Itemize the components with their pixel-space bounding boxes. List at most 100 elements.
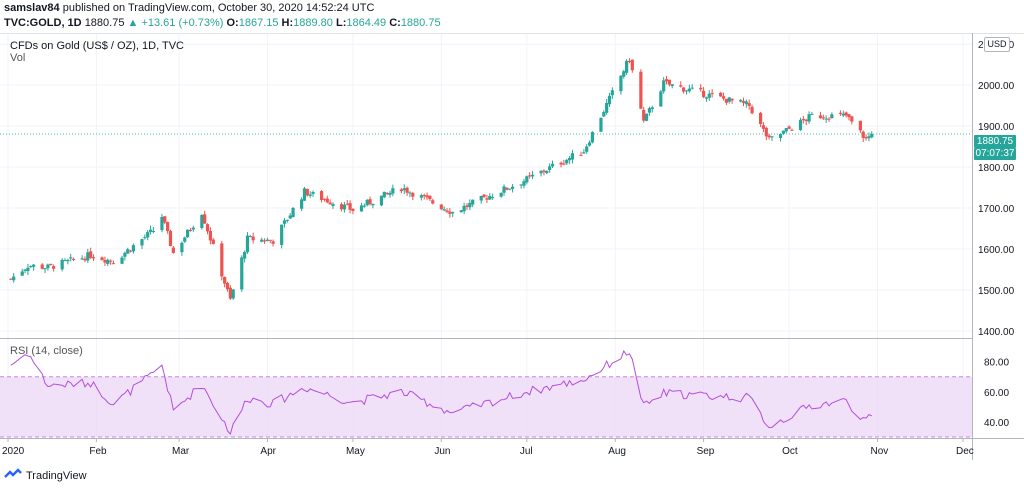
candle-body <box>331 204 335 206</box>
candle <box>243 250 247 263</box>
candle <box>721 92 726 101</box>
currency-button[interactable]: USD <box>984 37 1010 52</box>
candle <box>9 278 13 280</box>
candle-body <box>20 271 24 276</box>
candle <box>690 84 694 90</box>
candle <box>764 126 768 141</box>
candle <box>385 192 389 196</box>
price-tick-label: 2000.00 <box>978 81 1015 92</box>
candle <box>126 247 130 254</box>
tradingview-logo-icon[interactable] <box>4 468 22 483</box>
candle <box>662 77 666 94</box>
price-axis[interactable]: 1400.00 1500.00 1600.00 1700.00 1800.00 1900.… <box>978 40 1015 338</box>
candle-body <box>211 239 215 245</box>
candle-body <box>251 236 255 241</box>
candle-body <box>462 205 466 212</box>
candle <box>40 263 44 270</box>
candle-body <box>428 195 432 200</box>
candle-body <box>508 188 512 190</box>
candle-body <box>841 113 845 116</box>
candle <box>830 112 834 119</box>
candle <box>168 229 173 247</box>
candle <box>607 92 612 107</box>
candle-body <box>382 191 386 198</box>
candle-body <box>151 230 155 232</box>
candle-body <box>821 117 825 119</box>
candle-body <box>847 114 851 118</box>
candle-body <box>445 210 449 212</box>
candle-body <box>71 258 76 260</box>
candle <box>362 203 366 208</box>
candle <box>405 186 409 196</box>
candle-body <box>861 131 865 138</box>
candle-body <box>205 224 210 232</box>
candle-body <box>260 239 264 242</box>
candle <box>308 191 312 198</box>
candle <box>619 75 623 95</box>
candle-body <box>585 146 589 152</box>
candle <box>331 202 335 209</box>
time-axis[interactable]: 2020 Feb Mar Apr May Jun Jul Aug Sep Oct Nov Dec <box>2 438 974 457</box>
candle <box>411 191 415 201</box>
candle <box>499 192 503 198</box>
brand-name[interactable]: TradingView <box>26 469 87 482</box>
rsi-axis[interactable]: 40.00 60.00 80.00 <box>984 358 1009 429</box>
candle <box>550 160 555 169</box>
candle <box>359 202 364 212</box>
high-value: 1889.80 <box>293 17 333 29</box>
candle <box>325 195 329 204</box>
candle <box>46 263 50 271</box>
candle <box>408 191 412 198</box>
candle-body <box>642 109 646 121</box>
pane-divider <box>0 338 972 339</box>
rsi-line <box>10 349 872 435</box>
candle <box>667 79 671 87</box>
candle-body <box>744 101 748 105</box>
candle <box>687 84 691 93</box>
candle <box>140 238 144 250</box>
candle <box>271 239 275 247</box>
candle <box>251 232 255 244</box>
candle-body <box>818 115 823 119</box>
candle <box>260 237 264 243</box>
candle-body <box>220 243 224 277</box>
candle-body <box>485 198 489 200</box>
candle <box>625 59 629 76</box>
candle-body <box>567 157 572 161</box>
candle-body <box>89 251 93 258</box>
candle-body <box>49 264 53 266</box>
candle-body <box>787 126 791 129</box>
candle <box>91 254 96 262</box>
candle-body <box>662 80 666 92</box>
symbol-label[interactable]: TVC:GOLD, 1D <box>4 17 82 29</box>
candle <box>205 223 210 235</box>
rsi-tick-label: 80.00 <box>984 358 1009 369</box>
candle-body <box>679 85 683 87</box>
author-name[interactable]: samslav84 <box>4 2 60 14</box>
candle <box>821 114 825 121</box>
candle-body <box>422 194 426 197</box>
candle-body <box>268 239 272 241</box>
candle <box>191 225 195 232</box>
candle <box>328 199 332 205</box>
candle-body <box>271 241 275 244</box>
candle-body <box>300 199 304 209</box>
candle-body <box>499 192 503 197</box>
price-tick-label: 1400.00 <box>978 327 1015 338</box>
candle-body <box>844 112 848 116</box>
candle <box>758 111 763 128</box>
candle <box>49 263 53 266</box>
candle-body <box>131 245 136 252</box>
candle <box>479 195 483 204</box>
candle-body <box>439 204 443 210</box>
publication-line: samslav84 published on TradingView.com, … <box>4 2 374 14</box>
candle-body <box>225 282 230 290</box>
candle <box>761 122 766 132</box>
candle <box>701 86 706 99</box>
candle-body <box>183 237 187 242</box>
candle-body <box>399 189 404 192</box>
candle <box>519 184 523 189</box>
candle <box>431 198 435 205</box>
candle-body <box>710 92 714 94</box>
